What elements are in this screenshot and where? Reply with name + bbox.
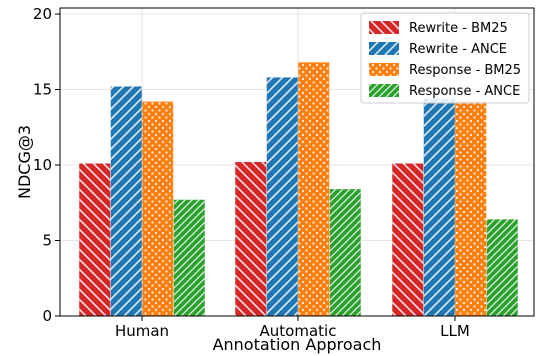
- x-tick-label: LLM: [440, 322, 470, 340]
- bar-hatch: [392, 163, 424, 316]
- legend-item: Rewrite - ANCE: [369, 42, 507, 57]
- bar-hatch: [298, 62, 330, 317]
- bar-llm-series-1: [423, 98, 455, 317]
- x-axis-title: Annotation Approach: [213, 335, 382, 354]
- legend-label: Rewrite - BM25: [409, 21, 508, 36]
- bar-hatch: [423, 98, 455, 317]
- legend-item: Response - BM25: [369, 63, 521, 78]
- bars-group: [79, 62, 518, 317]
- bar-hatch: [110, 86, 142, 317]
- bar-hatch: [329, 189, 361, 316]
- bar-automatic-series-3: [329, 189, 361, 316]
- legend-swatch-hatch: [369, 42, 399, 55]
- y-tick-label: 5: [42, 232, 52, 250]
- bar-hatch: [235, 162, 267, 316]
- x-tick-label: Automatic: [260, 322, 337, 340]
- x-tick-label: Human: [115, 322, 169, 340]
- bar-hatch: [486, 219, 518, 316]
- y-axis-title: NDCG@3: [15, 125, 34, 199]
- bar-automatic-series-1: [266, 77, 298, 316]
- bar-hatch: [266, 77, 298, 316]
- bar-automatic-series-0: [235, 162, 267, 316]
- legend-item: Rewrite - BM25: [369, 21, 508, 36]
- legend-label: Response - ANCE: [409, 84, 520, 99]
- bar-human-series-1: [110, 86, 142, 317]
- legend-label: Response - BM25: [409, 63, 521, 78]
- y-tick-label: 10: [33, 156, 52, 174]
- x-axis: Human Automatic LLM: [115, 316, 470, 340]
- y-tick-label: 15: [33, 81, 52, 99]
- bar-human-series-0: [79, 163, 111, 316]
- bar-automatic-series-2: [298, 62, 330, 317]
- y-tick-label: 20: [33, 5, 52, 23]
- legend-swatch-hatch: [369, 21, 399, 34]
- legend: Rewrite - BM25 Rewrite - ANCE Response - B…: [360, 12, 530, 104]
- bar-llm-series-3: [486, 219, 518, 316]
- legend-swatch-hatch: [369, 84, 399, 97]
- bar-human-series-3: [173, 199, 205, 316]
- y-tick-label: 0: [42, 307, 52, 325]
- legend-label: Rewrite - ANCE: [409, 42, 507, 57]
- bar-hatch: [455, 101, 487, 316]
- legend-swatch-hatch: [369, 63, 399, 76]
- bar-human-series-2: [142, 101, 174, 316]
- y-axis: 0 5 10 15 20: [33, 5, 60, 325]
- bar-llm-series-0: [392, 163, 424, 316]
- plot-frame: [59, 7, 535, 317]
- bar-hatch: [142, 101, 174, 316]
- bar-hatch: [79, 163, 111, 316]
- bar-llm-series-2: [455, 101, 487, 316]
- legend-box: [360, 12, 530, 104]
- legend-item: Response - ANCE: [369, 84, 520, 99]
- bar-hatch: [173, 199, 205, 316]
